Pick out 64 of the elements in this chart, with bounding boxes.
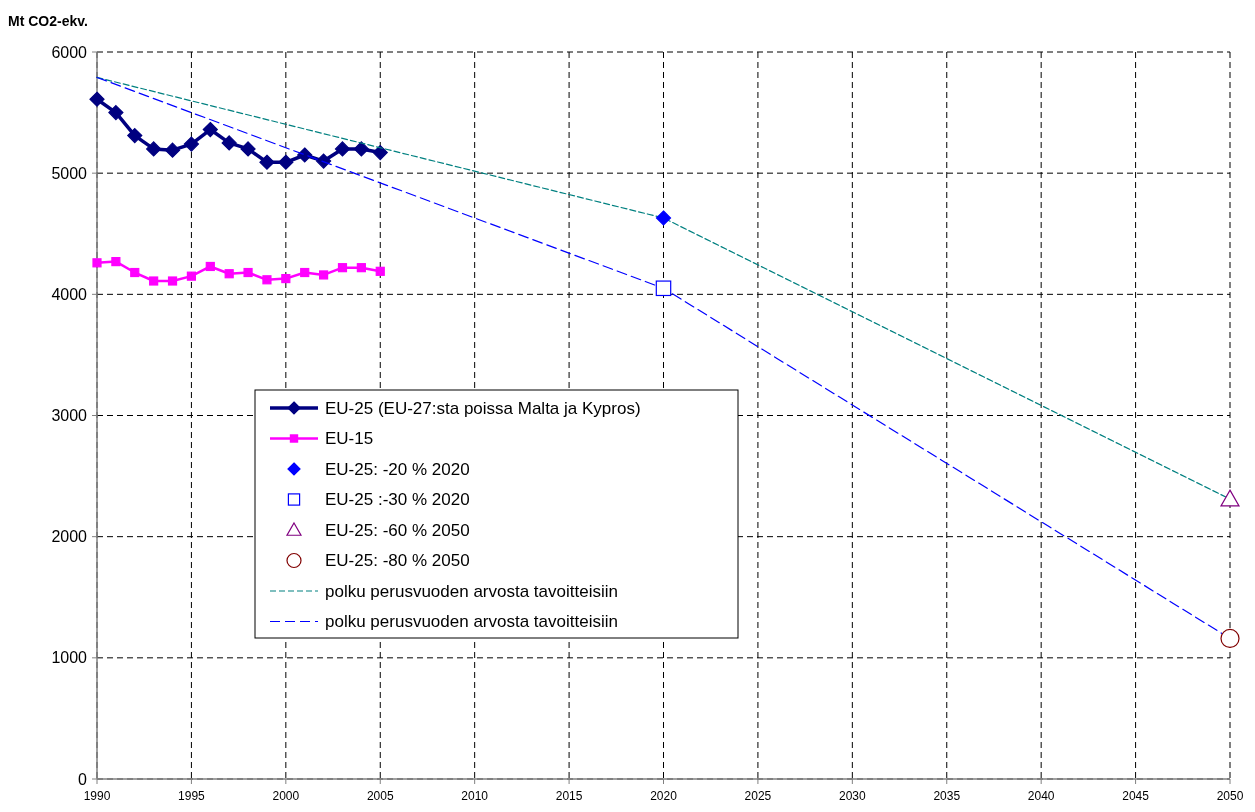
x-tick-label: 2020 bbox=[650, 789, 678, 803]
point bbox=[300, 267, 310, 278]
point bbox=[111, 257, 121, 267]
legend-label: EU-25: -80 % 2050 bbox=[325, 551, 470, 571]
point bbox=[186, 271, 197, 281]
point bbox=[262, 275, 272, 285]
y-tick-label: 6000 bbox=[51, 43, 88, 61]
x-tick-label: 2045 bbox=[1122, 789, 1150, 803]
point bbox=[1220, 489, 1240, 507]
x-tick-label: 2025 bbox=[744, 789, 772, 803]
x-tick-label: 2010 bbox=[461, 789, 489, 803]
legend-label: EU-25: -20 % 2020 bbox=[325, 459, 470, 479]
y-tick-label: 2000 bbox=[51, 528, 88, 546]
point bbox=[278, 154, 294, 170]
legend-label: EU-15 bbox=[325, 429, 374, 449]
x-tick-label: 2000 bbox=[272, 789, 300, 803]
y-tick-label: 5000 bbox=[51, 164, 88, 182]
point bbox=[372, 144, 388, 161]
point bbox=[183, 136, 200, 152]
legend-label: EU-25 :-30 % 2020 bbox=[325, 490, 470, 510]
point bbox=[319, 270, 329, 280]
point bbox=[353, 141, 369, 157]
point bbox=[281, 273, 291, 284]
point bbox=[108, 104, 124, 121]
point bbox=[375, 266, 385, 276]
point bbox=[316, 153, 332, 169]
y-tick-label: 4000 bbox=[51, 285, 88, 303]
point bbox=[205, 261, 215, 272]
point bbox=[127, 128, 143, 144]
y-axis-title: Mt CO2-ekv. bbox=[8, 13, 88, 29]
x-tick-label: 2040 bbox=[1027, 789, 1055, 803]
point bbox=[164, 142, 181, 158]
point bbox=[259, 154, 275, 170]
point bbox=[146, 141, 162, 157]
point bbox=[202, 121, 218, 138]
point bbox=[655, 210, 672, 226]
legend-label: polku perusvuoden arvosta tavoitteisiin bbox=[325, 612, 618, 632]
point bbox=[1220, 628, 1240, 649]
point bbox=[337, 263, 348, 273]
x-tick-label: 2050 bbox=[1216, 789, 1244, 803]
x-tick-label: 1995 bbox=[178, 789, 206, 803]
point bbox=[167, 276, 178, 286]
point bbox=[221, 135, 237, 151]
point bbox=[149, 276, 159, 286]
point bbox=[240, 141, 256, 157]
point bbox=[130, 267, 140, 278]
point bbox=[224, 269, 234, 279]
legend-label: EU-25: -60 % 2050 bbox=[325, 520, 470, 540]
x-tick-label: 2005 bbox=[366, 789, 394, 803]
point bbox=[243, 267, 253, 278]
point bbox=[356, 263, 366, 273]
x-tick-label: 2015 bbox=[555, 789, 583, 803]
y-tick-label: 1000 bbox=[51, 649, 88, 667]
point bbox=[89, 91, 105, 107]
x-tick-label: 1990 bbox=[83, 789, 111, 803]
point bbox=[655, 280, 672, 297]
point bbox=[92, 258, 102, 268]
y-tick-label: 3000 bbox=[51, 407, 88, 425]
x-tick-label: 2035 bbox=[933, 789, 961, 803]
legend-label: polku perusvuoden arvosta tavoitteisiin bbox=[325, 581, 618, 601]
y-tick-label: 0 bbox=[78, 770, 88, 788]
legend-label: EU-25 (EU-27:sta poissa Malta ja Kypros) bbox=[325, 398, 641, 418]
point bbox=[334, 141, 351, 157]
x-tick-label: 2030 bbox=[838, 789, 866, 803]
